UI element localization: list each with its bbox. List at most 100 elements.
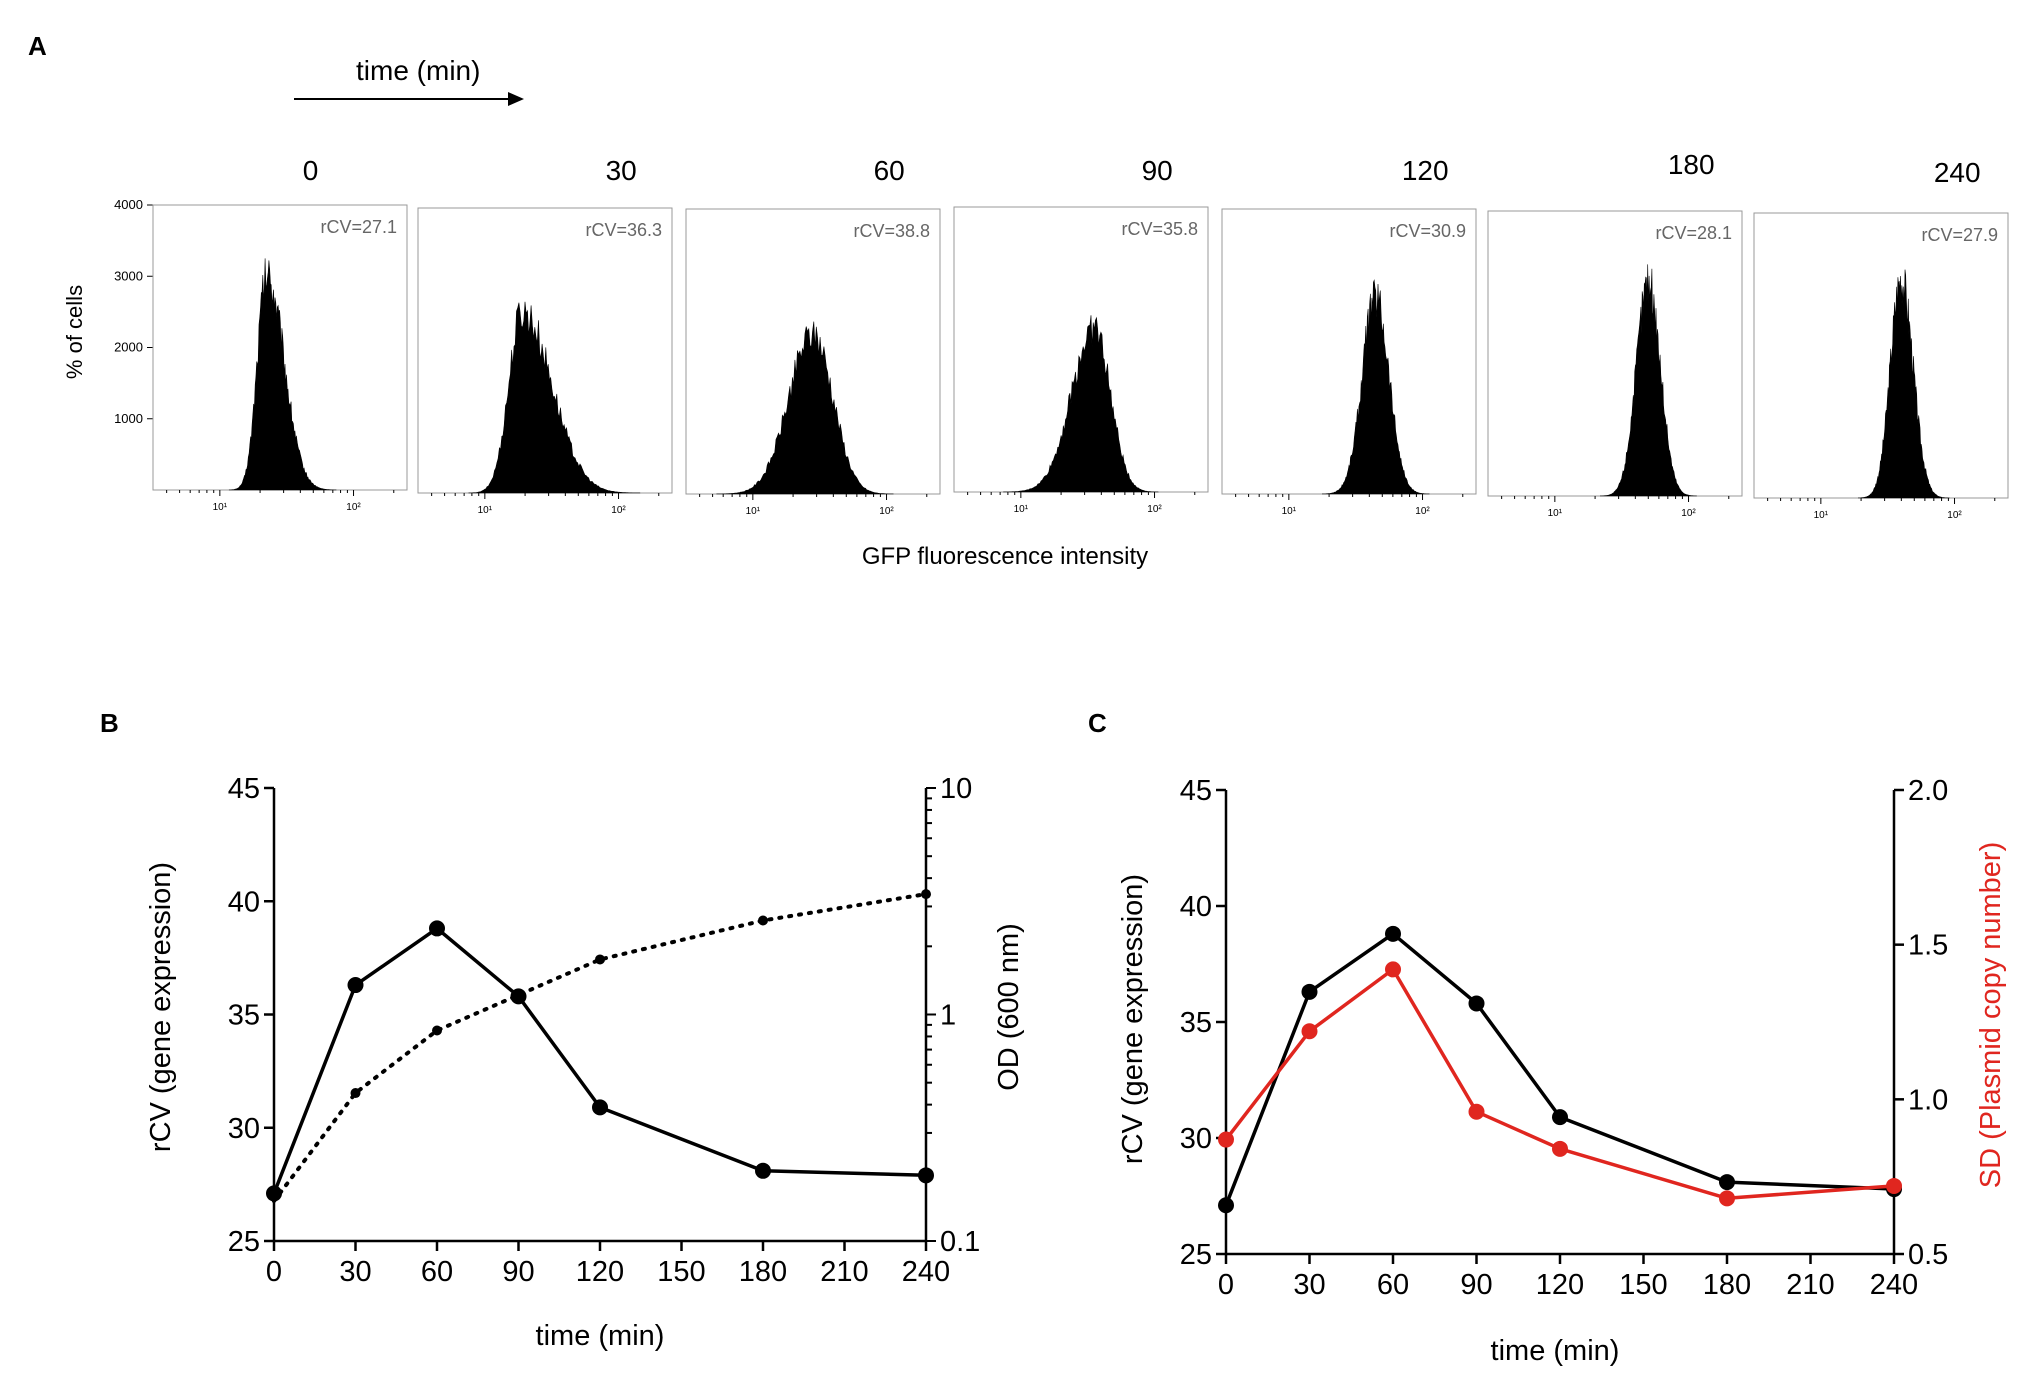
series-point-sd (1719, 1190, 1735, 1207)
rcv-label: rCV=30.9 (1389, 221, 1466, 241)
left-ytick-label: 40 (1180, 891, 1212, 923)
rcv-label: rCV=38.8 (853, 221, 930, 241)
histogram-frame (1487, 210, 1743, 497)
series-point-sd (1218, 1131, 1234, 1148)
series-point-od (758, 915, 768, 926)
series-point-rcv (1468, 995, 1485, 1012)
right-ytick-label: 1.5 (1908, 930, 1948, 962)
xtick-label: 0 (1218, 1269, 1234, 1301)
series-point-sd (1552, 1140, 1568, 1157)
xtick-label: 150 (657, 1256, 705, 1288)
right-ytick-label: 0.1 (940, 1226, 980, 1258)
xtick-label: 240 (1870, 1269, 1918, 1301)
series-line-od (272, 892, 928, 1204)
histogram-bars (468, 301, 641, 494)
panel-a-ytick-label: 2000 (114, 340, 143, 355)
rcv-label: rCV=36.3 (585, 220, 662, 240)
right-ytick-label: 2.0 (1908, 775, 1948, 807)
xtick-label: 0 (266, 1256, 282, 1288)
histogram-bars (716, 321, 894, 495)
panel-a-xtick-label: 10¹ (1814, 510, 1829, 521)
series-point-rcv (1218, 1197, 1234, 1214)
left-ytick-label: 25 (228, 1226, 260, 1258)
right-ytick-label: 0.5 (1908, 1239, 1948, 1271)
right-ytick-label: 1 (940, 1000, 956, 1032)
series-point-rcv (755, 1162, 771, 1179)
panel-b-xlabel: time (min) (536, 1320, 665, 1352)
panel-a-xtick-label: 10² (346, 502, 361, 513)
left-ytick-label: 30 (1180, 1123, 1212, 1155)
time-label: 90 (1142, 155, 1173, 186)
series-point-od (350, 1088, 361, 1099)
panel-a-ylabel: % of cells (62, 285, 87, 379)
xtick-label: 30 (339, 1256, 371, 1288)
series-point-rcv (592, 1099, 608, 1116)
panel-b-y2label: OD (600 nm) (993, 923, 1025, 1091)
xtick-label: 240 (902, 1256, 950, 1288)
panel-a-xtick-label: 10¹ (1548, 508, 1563, 519)
panel-a-xtick-label: 10¹ (746, 506, 761, 517)
series-point-sd (1301, 1023, 1318, 1040)
time-label: 30 (606, 155, 637, 186)
histogram-bars (1600, 264, 1697, 497)
xtick-label: 120 (576, 1256, 624, 1288)
panel-a-histograms: 1000 2000 3000 4000 0 rCV=27.1 10¹ 10² 30 rCV=36.… (114, 149, 2009, 521)
panel-c-label: C (1088, 708, 1107, 738)
series-point-od (595, 954, 605, 965)
panel-c-ylabel: rCV (gene expression) (1117, 874, 1149, 1164)
left-ytick-label: 45 (1180, 775, 1212, 807)
xtick-label: 90 (502, 1256, 534, 1288)
panel-b-label: B (100, 708, 119, 738)
histogram-bars (228, 258, 337, 491)
series-line-sd (1224, 967, 1896, 1201)
panel-a-xtick-label: 10² (1947, 510, 1962, 521)
xtick-label: 210 (820, 1256, 868, 1288)
xtick-label: 210 (1786, 1269, 1834, 1301)
time-label: 60 (874, 155, 905, 186)
histogram-frame (1221, 208, 1477, 495)
series-point-rcv (347, 977, 364, 994)
left-ytick-label: 25 (1180, 1239, 1212, 1271)
panel-a-xtick-label: 10² (879, 506, 894, 517)
histogram-bars (1858, 269, 1950, 499)
histogram-frame (1753, 212, 2009, 499)
panel-a-xtick-label: 10² (611, 505, 626, 516)
time-arrow-head-icon (508, 92, 524, 106)
time-header-label: time (min) (356, 55, 480, 86)
xtick-label: 60 (1377, 1269, 1409, 1301)
left-ytick-label: 35 (228, 1000, 260, 1032)
series-point-sd (1886, 1177, 1902, 1194)
series-point-sd (1468, 1103, 1485, 1120)
series-point-rcv (266, 1185, 282, 1202)
rcv-label: rCV=27.9 (1921, 225, 1998, 245)
time-label: 120 (1402, 155, 1449, 186)
panel-a-xtick-label: 10² (1147, 504, 1162, 515)
series-point-rcv (1552, 1109, 1568, 1126)
xtick-label: 150 (1619, 1269, 1667, 1301)
series-point-rcv (918, 1167, 934, 1184)
panel-a-ytick-label: 1000 (114, 411, 143, 426)
right-ytick-label: 10 (940, 773, 972, 805)
series-point-od (432, 1025, 442, 1036)
panel-a-label: A (28, 31, 47, 61)
xtick-label: 180 (739, 1256, 787, 1288)
series-point-rcv (1385, 925, 1401, 942)
rcv-label: rCV=27.1 (320, 217, 397, 237)
xtick-label: 30 (1293, 1269, 1325, 1301)
time-arrow-header: time (min) (294, 55, 524, 106)
xtick-label: 60 (421, 1256, 453, 1288)
panel-c-y2label: SD (Plasmid copy number) (1975, 842, 2007, 1189)
panel-a-ytick-label: 4000 (114, 197, 143, 212)
time-label: 180 (1668, 149, 1715, 180)
xtick-label: 90 (1460, 1269, 1492, 1301)
series-line-rcv (1224, 932, 1896, 1208)
histogram-bars (1322, 279, 1430, 495)
time-label: 0 (303, 155, 319, 186)
series-line-rcv (272, 926, 928, 1196)
left-ytick-label: 40 (228, 886, 260, 918)
left-ytick-label: 35 (1180, 1007, 1212, 1039)
panel-c-xlabel: time (min) (1491, 1335, 1620, 1367)
